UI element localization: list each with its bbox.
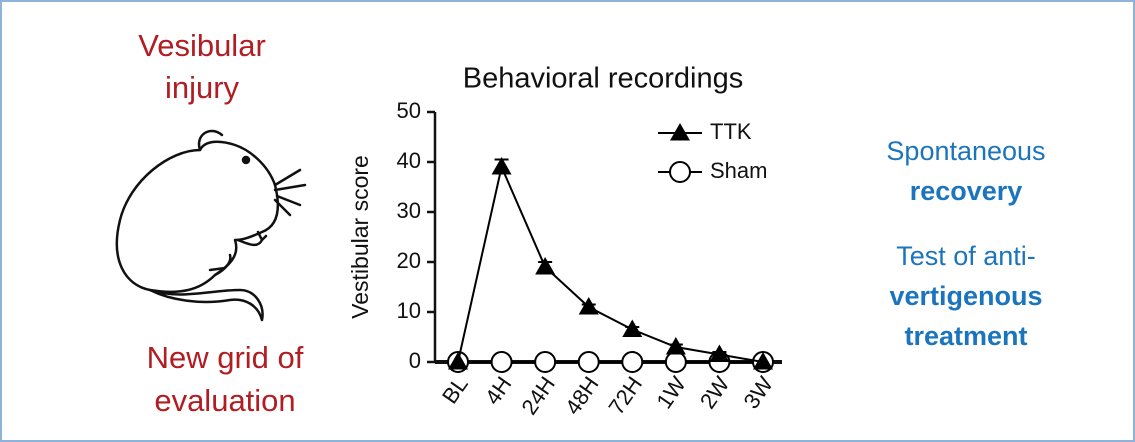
legend-marker [670,123,690,141]
legend-label: Sham [710,158,767,183]
right-text: vertigenous [889,281,1042,311]
data-point [491,157,512,175]
mouse-drawing [115,129,307,322]
chart-title: Behavioral recordings [463,63,743,95]
legend-marker [669,161,691,183]
data-point [665,337,686,355]
y-tick-label: 40 [397,148,421,173]
y-axis-label: Vestibular score [347,155,373,319]
data-point [535,257,556,275]
y-tick-label: 30 [397,198,421,223]
data-point [534,351,557,373]
left-text: evaluation [154,383,295,418]
data-point [448,352,468,370]
y-tick-label: 20 [397,248,421,273]
series-line [457,163,764,363]
y-tick-label: 50 [397,98,421,123]
data-point [621,351,644,373]
data-point [664,351,687,373]
legend-label: TTK [710,119,752,144]
right-text: recovery [910,176,1023,206]
right-text: Test of anti- [896,241,1036,271]
left-text: Vesibular [138,28,266,63]
data-point [709,344,730,362]
y-tick-label: 0 [409,348,421,373]
right-text: treatment [904,321,1027,351]
y-tick-label: 10 [397,298,421,323]
data-point [578,297,599,315]
data-point [622,319,643,337]
data-point [753,352,773,370]
data-point [490,351,513,373]
left-text: New grid of [147,340,304,375]
data-point [577,351,600,373]
left-text: injury [165,70,240,105]
right-text: Spontaneous [886,136,1045,166]
